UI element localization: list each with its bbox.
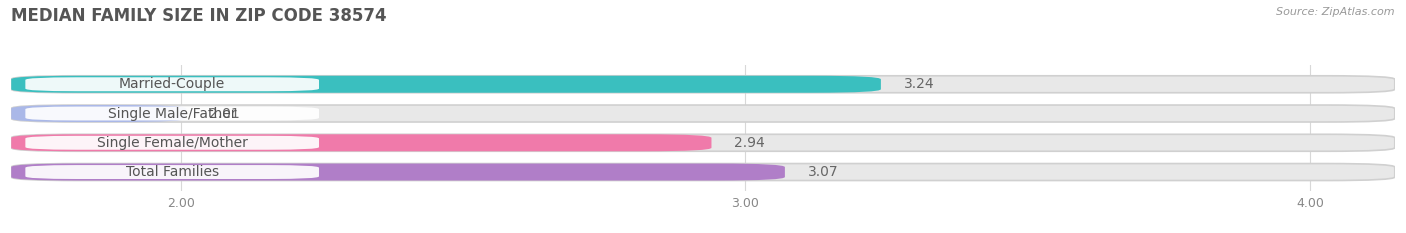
- FancyBboxPatch shape: [25, 136, 319, 150]
- FancyBboxPatch shape: [11, 76, 882, 93]
- FancyBboxPatch shape: [11, 105, 1395, 122]
- Text: 2.94: 2.94: [734, 136, 765, 150]
- Text: Single Female/Mother: Single Female/Mother: [97, 136, 247, 150]
- Text: 3.07: 3.07: [807, 165, 838, 179]
- FancyBboxPatch shape: [11, 105, 187, 122]
- Text: Married-Couple: Married-Couple: [120, 77, 225, 91]
- Text: 3.24: 3.24: [904, 77, 934, 91]
- FancyBboxPatch shape: [25, 165, 319, 179]
- FancyBboxPatch shape: [25, 77, 319, 91]
- Text: 2.01: 2.01: [209, 106, 239, 120]
- Text: Source: ZipAtlas.com: Source: ZipAtlas.com: [1277, 7, 1395, 17]
- Text: Total Families: Total Families: [125, 165, 219, 179]
- Text: Single Male/Father: Single Male/Father: [108, 106, 236, 120]
- FancyBboxPatch shape: [11, 134, 1395, 151]
- FancyBboxPatch shape: [25, 106, 319, 120]
- Text: MEDIAN FAMILY SIZE IN ZIP CODE 38574: MEDIAN FAMILY SIZE IN ZIP CODE 38574: [11, 7, 387, 25]
- FancyBboxPatch shape: [11, 134, 711, 151]
- FancyBboxPatch shape: [11, 76, 1395, 93]
- FancyBboxPatch shape: [11, 164, 1395, 181]
- FancyBboxPatch shape: [11, 164, 785, 181]
